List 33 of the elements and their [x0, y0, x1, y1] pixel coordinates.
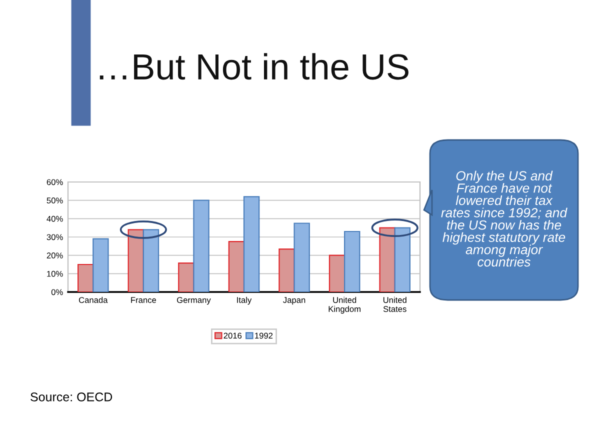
x-tick-label: Italy: [237, 296, 252, 305]
bar: [278, 248, 295, 292]
bar: [243, 196, 260, 292]
x-tick-label: United Kingdom: [328, 296, 360, 314]
legend-label: 2016: [224, 332, 242, 339]
bar: [193, 200, 210, 292]
x-tick-label: United States: [383, 296, 406, 312]
y-tick-label: 40%: [46, 216, 63, 222]
legend-label: 1992: [255, 332, 273, 339]
bar: [92, 238, 109, 292]
y-tick-label: 30%: [46, 234, 63, 240]
bar: [379, 227, 396, 292]
x-tick-label: France: [131, 297, 156, 303]
bar: [328, 254, 346, 292]
bar: [78, 264, 94, 292]
bar: [294, 222, 310, 292]
chart-title: …But Not in the US: [100, 53, 408, 80]
bar: [394, 227, 410, 292]
x-tick-label: Germany: [177, 297, 211, 305]
y-tick-label: 0%: [51, 289, 63, 296]
y-tick-label: 20%: [46, 252, 63, 258]
bar: [178, 262, 194, 292]
y-tick-label: 60%: [46, 179, 63, 186]
bar: [142, 229, 160, 292]
bar: [128, 229, 144, 292]
bar: [344, 230, 360, 292]
y-tick-label: 10%: [47, 270, 63, 277]
text: Only the US and France have not lowered their tax rates since 1992; and the US now has the highest statutory rate among major countries: [441, 170, 568, 267]
y-tick-label: 50%: [46, 198, 63, 204]
x-tick-label: Canada: [78, 296, 108, 303]
bar: [228, 241, 245, 292]
source-note: Source: OECD: [30, 392, 112, 402]
x-tick-label: Japan: [283, 297, 306, 305]
